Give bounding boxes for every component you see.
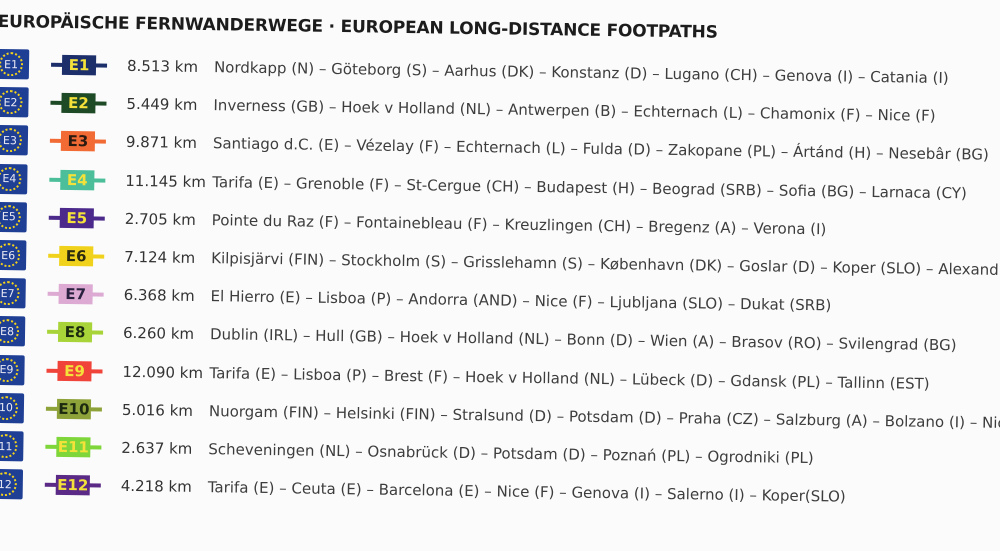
route-stops: Tarifa (E) – Ceuta (E) – Barcelona (E) –… (207, 478, 846, 506)
route-code: E6 (59, 245, 94, 267)
route-badge: E2 (50, 93, 107, 114)
route-distance: 8.513 km (126, 56, 199, 76)
route-badge: E11 (45, 436, 102, 458)
route-code: E3 (60, 131, 96, 152)
route-distance: 7.124 km (124, 247, 196, 267)
eu-flag-icon: E8 (0, 316, 26, 347)
route-badge: E4 (49, 169, 106, 191)
route-distance: 4.218 km (120, 477, 192, 497)
route-code: E10 (56, 398, 92, 420)
route-code: E5 (59, 207, 94, 229)
route-distance: 5.016 km (121, 400, 194, 420)
eu-flag-icon: E2 (0, 87, 29, 118)
route-stops: Tarifa (E) – Grenoble (F) – St-Cergue (C… (212, 172, 967, 202)
route-distance: 11.145 km (125, 171, 207, 191)
eu-flag-icon: E7 (0, 278, 26, 309)
route-code: E2 (61, 93, 96, 114)
eu-flag-icon: 12 (0, 469, 24, 500)
route-distance: 2.637 km (121, 438, 193, 458)
route-stops: Nuorgam (FIN) – Helsinki (FIN) – Stralsu… (208, 401, 1000, 433)
route-code: E11 (56, 436, 91, 458)
eu-flag-icon: E1 (0, 48, 30, 80)
route-badge: E6 (48, 245, 105, 267)
route-distance: 6.260 km (122, 324, 195, 344)
eu-flag-icon: E4 (0, 163, 28, 195)
route-badge: E3 (49, 131, 106, 152)
route-stops: Kilpisjärvi (FIN) – Stockholm (S) – Gris… (211, 249, 1000, 280)
route-stops: Pointe du Raz (F) – Fontainebleau (F) – … (211, 210, 827, 239)
route-code: E12 (55, 475, 90, 496)
route-badge: E9 (46, 360, 103, 381)
route-code: E8 (57, 322, 93, 343)
route-code: E4 (60, 169, 95, 191)
route-stops: El Hierro (E) – Lisboa (P) – Andorra (AN… (210, 287, 832, 315)
route-code: E9 (57, 360, 92, 381)
route-badge: E1 (51, 54, 108, 76)
route-stops: Scheveningen (NL) – Osnabrück (D) – Pots… (208, 440, 814, 468)
eu-flag-icon: 10 (0, 392, 25, 424)
route-distance: 5.449 km (126, 95, 198, 115)
eu-flag-icon: E6 (0, 239, 27, 271)
route-stops: Inverness (GB) – Hoek v Holland (NL) – A… (213, 96, 936, 126)
eu-flag-icon: E5 (0, 201, 28, 233)
eu-flag-icon: E3 (0, 125, 29, 156)
route-badge: E5 (48, 207, 105, 229)
page-title: EUROPÄISCHE FERNWANDERWEGE · EUROPEAN LO… (0, 11, 718, 43)
route-code: E1 (61, 54, 97, 76)
route-stops: Dublin (IRL) – Hull (GB) – Hoek v Hollan… (209, 325, 957, 355)
route-badge: E12 (44, 475, 101, 496)
route-distance: 6.368 km (123, 286, 195, 306)
route-distance: 9.871 km (125, 133, 198, 153)
route-code: E7 (58, 284, 93, 305)
route-stops: Tarifa (E) – Lisboa (P) – Brest (F) – Ho… (209, 363, 930, 393)
eu-flag-icon: E9 (0, 354, 25, 385)
route-distance: 12.090 km (122, 362, 204, 382)
eu-flag-icon: 11 (0, 430, 24, 462)
footpaths-table: EUROPÄISCHE FERNWANDERWEGE · EUROPEAN LO… (0, 0, 1000, 506)
route-badge: E7 (47, 284, 104, 305)
route-stops: Nordkapp (N) – Göteborg (S) – Aarhus (DK… (213, 58, 949, 88)
route-stops: Santiago d.C. (E) – Vézelay (F) – Echter… (212, 134, 989, 165)
route-badge: E8 (47, 322, 104, 343)
route-badge: E10 (45, 398, 102, 420)
route-distance: 2.705 km (124, 209, 196, 229)
